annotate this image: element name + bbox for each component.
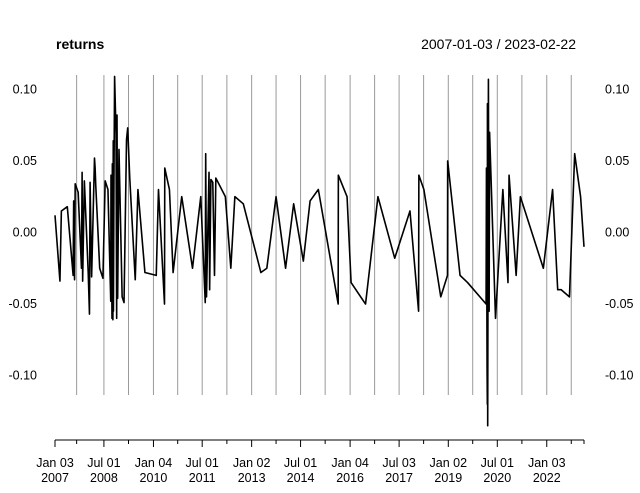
- x-tick-label-bottom: 2013: [238, 471, 266, 485]
- y-tick-label-left: -0.05: [9, 297, 38, 311]
- vertical-grid: [76, 75, 572, 395]
- y-tick-label-right: -0.05: [605, 297, 634, 311]
- y-axis-left: 0.10 0.05 0.00 -0.05 -0.10: [9, 82, 38, 382]
- x-tick-label-top: Jul 03: [382, 456, 415, 470]
- y-tick-label-right: 0.10: [605, 82, 629, 96]
- x-tick-label-bottom: 2011: [189, 471, 216, 485]
- y-tick-label-left: 0.05: [13, 154, 37, 168]
- returns-series-line: [54, 75, 585, 427]
- x-tick-label-top: Jan 03: [528, 456, 566, 470]
- chart-title: returns: [56, 36, 104, 52]
- y-axis-right: 0.10 0.05 0.00 -0.05 -0.10: [605, 82, 634, 382]
- x-tick-label-bottom: 2020: [483, 471, 511, 485]
- x-tick-label-top: Jul 01: [481, 456, 514, 470]
- y-tick-label-left: 0.10: [13, 82, 37, 96]
- x-tick-label-top: Jan 04: [331, 456, 369, 470]
- x-tick-label-bottom: 2022: [533, 471, 561, 485]
- y-tick-label-right: 0.05: [605, 154, 629, 168]
- x-tick-label-top: Jul 01: [87, 456, 120, 470]
- x-tick-label-top: Jan 02: [233, 456, 271, 470]
- x-tick-label-top: Jul 01: [284, 456, 317, 470]
- x-tick-label-bottom: 2008: [90, 471, 118, 485]
- x-tick-label-bottom: 2010: [140, 471, 168, 485]
- x-tick-label-top: Jul 01: [186, 456, 219, 470]
- chart-date-range: 2007-01-03 / 2023-02-22: [421, 36, 576, 52]
- x-tick-label-top: Jan 03: [36, 456, 74, 470]
- y-tick-label-right: -0.10: [605, 369, 634, 383]
- x-tick-label-top: Jan 02: [430, 456, 468, 470]
- y-tick-label-left: -0.10: [9, 369, 38, 383]
- x-tick-label-bottom: 2019: [434, 471, 462, 485]
- y-tick-label-right: 0.00: [605, 225, 629, 239]
- x-tick-label-bottom: 2017: [385, 471, 413, 485]
- x-tick-label-top: Jan 04: [135, 456, 173, 470]
- x-tick-label-bottom: 2014: [287, 471, 315, 485]
- x-tick-label-bottom: 2007: [41, 471, 69, 485]
- y-tick-label-left: 0.00: [13, 225, 37, 239]
- x-tick-label-bottom: 2016: [336, 471, 364, 485]
